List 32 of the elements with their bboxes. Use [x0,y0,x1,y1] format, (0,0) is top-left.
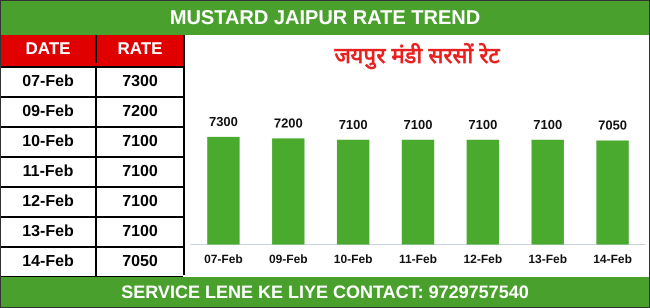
data-label: 7100 [97,218,183,248]
text: DATE [1,35,97,63]
x-tick-label: 13-Feb [528,252,568,266]
data-label: 7300 [208,114,238,129]
data-label: 7100 [533,116,562,132]
data-label: 7100 [97,188,183,218]
category-label: 07-Feb [1,68,97,98]
text: MUSTARD JAIPUR RATE TREND [1,1,649,35]
data-label: 7050 [97,248,183,278]
data-label: 7200 [274,115,303,130]
data-label: 7100 [97,128,183,158]
category-label: 09-Feb [1,98,97,128]
x-tick-label: 14-Feb [593,252,632,266]
x-tick-label: 11-Feb [398,252,438,266]
text: RATE [116,38,164,60]
category-label: 11-Feb [1,158,97,188]
data-label: 7050 [598,118,628,133]
x-tick-label: 09-Feb [268,252,308,266]
x-tick-label: 07-Feb [204,252,243,266]
category-label: 10-Feb [1,128,97,158]
data-label: 7200 [97,98,183,128]
x-tick-label: 12-Feb [464,252,502,266]
x-tick-label: 10-Feb [334,252,372,266]
data-label: 7100 [97,158,183,188]
data-label: 7100 [468,116,498,132]
category-label: 13-Feb [1,218,97,248]
data-label: 7100 [404,116,432,132]
chart-subtitle: जयपुर मंडी सरसों रेट [333,42,502,69]
data-label: 7100 [338,116,368,132]
data-label: 7300 [97,68,183,98]
text: SERVICE LENE KE LIYE CONTACT: 9729757540 [121,282,529,302]
category-label: 12-Feb [1,188,97,218]
